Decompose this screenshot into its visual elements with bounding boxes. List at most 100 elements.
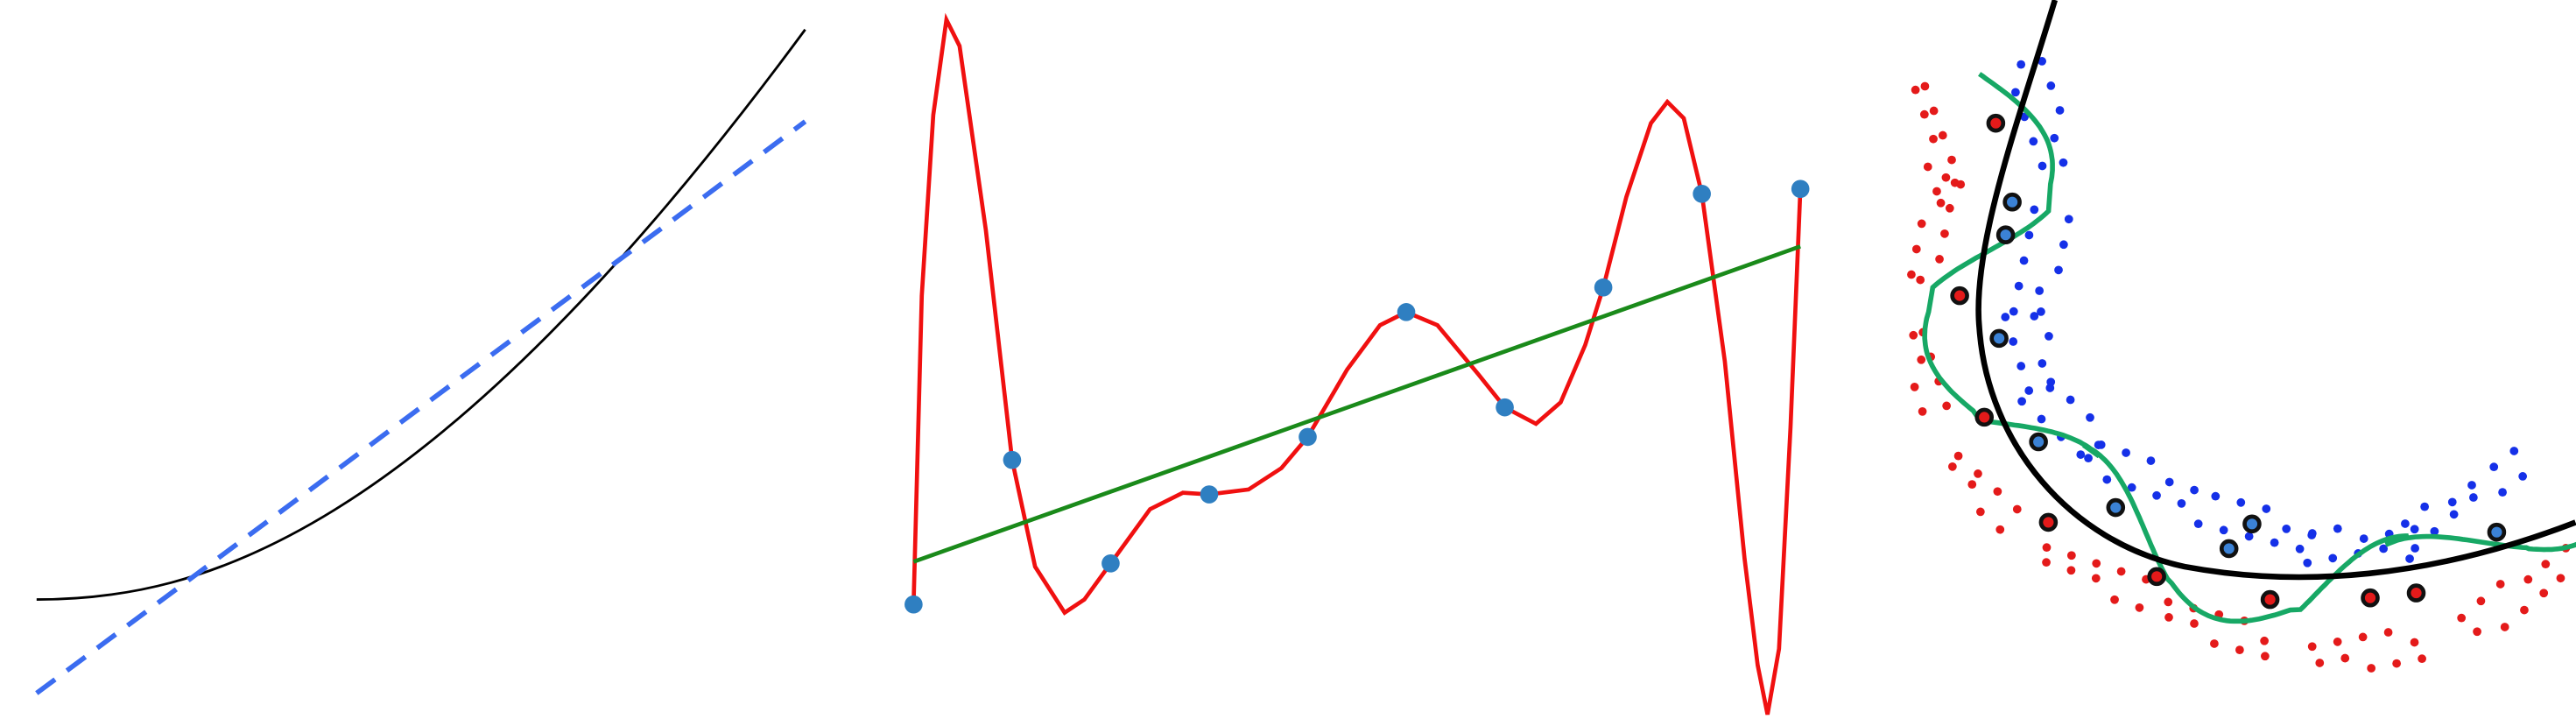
highlighted-point [2106, 497, 2126, 518]
dot [2164, 477, 2174, 487]
dot [2038, 57, 2047, 66]
dot [2024, 230, 2034, 240]
point [1200, 485, 1219, 504]
highlighted-points [1950, 113, 2507, 610]
dot [2030, 312, 2039, 321]
dot [2340, 653, 2350, 663]
dot [2556, 574, 2565, 583]
dot [2030, 205, 2039, 215]
dot [1940, 229, 1949, 238]
dot [2035, 286, 2045, 295]
dot [2495, 580, 2505, 589]
dot [2038, 359, 2047, 368]
dot [2383, 628, 2393, 637]
dot [2016, 60, 2026, 69]
dot [2270, 538, 2279, 547]
dot [2059, 240, 2068, 250]
dot [2076, 450, 2086, 459]
dot [2473, 627, 2481, 637]
dot [2038, 161, 2047, 171]
dot [2467, 481, 2476, 490]
dot [1945, 203, 1954, 213]
dot [2096, 440, 2106, 449]
highlighted-point [2242, 514, 2262, 534]
point [1791, 180, 1810, 199]
underfit-panel [35, 28, 807, 695]
dot [2064, 215, 2073, 224]
dot [2307, 529, 2317, 538]
dot [2498, 488, 2507, 497]
highlighted-point [1989, 328, 2009, 349]
dot [2303, 558, 2312, 567]
dot [1935, 255, 1944, 264]
dot [2244, 532, 2254, 541]
dot [2379, 544, 2389, 553]
dot [1947, 155, 1956, 165]
dot [2410, 525, 2419, 534]
dot [2307, 642, 2317, 652]
dot [2405, 554, 2414, 563]
dot [1919, 109, 1929, 119]
dot [2110, 595, 2119, 604]
dot [2009, 337, 2018, 346]
dot [2520, 605, 2529, 615]
dot [2177, 499, 2186, 508]
dot [2146, 456, 2156, 465]
dot [2315, 659, 2325, 667]
dot [2418, 654, 2426, 664]
dot [2001, 313, 2010, 321]
dot [2066, 566, 2076, 575]
linear-fit [912, 244, 1801, 564]
dot [2367, 664, 2376, 673]
dot [2054, 265, 2063, 275]
dot [1942, 401, 1952, 411]
dot [2152, 490, 2161, 500]
dot [2430, 526, 2439, 536]
smooth-boundary [1975, 0, 2576, 581]
dot [2046, 377, 2056, 387]
dot [2282, 525, 2291, 533]
highlighted-point [2219, 539, 2239, 559]
dot [2050, 133, 2059, 143]
dot [1967, 480, 1977, 490]
dot [2333, 637, 2342, 646]
dot [2037, 414, 2046, 424]
dot [1909, 330, 1918, 340]
dot [2084, 454, 2093, 463]
dot [2066, 551, 2076, 560]
dot [2411, 544, 2419, 553]
dot [2457, 613, 2467, 623]
dot [2489, 462, 2499, 472]
dot [1929, 106, 1939, 116]
dot [2210, 639, 2219, 648]
dot [2016, 362, 2026, 370]
point [1003, 450, 1022, 469]
dot [2260, 636, 2270, 645]
dot [2116, 567, 2126, 576]
dot [1950, 178, 1960, 187]
dot [1917, 219, 1926, 229]
dot [2193, 519, 2203, 529]
dot [2333, 524, 2342, 533]
dot [2066, 395, 2075, 405]
highlighted-point [2487, 522, 2507, 542]
dot [2211, 491, 2221, 501]
dot [1932, 187, 1941, 196]
point [1397, 303, 1416, 321]
overfit-curve [911, 12, 1803, 715]
highlighted-point [2260, 589, 2280, 610]
dot [1975, 507, 1985, 517]
highlighted-point [2361, 588, 2380, 608]
overfit-panel [904, 12, 1810, 715]
dot [2086, 412, 2094, 422]
linear-fit [35, 119, 807, 695]
dot [1929, 134, 1938, 144]
highlighted-point [2029, 432, 2048, 452]
dot [2262, 504, 2271, 513]
dot [1920, 81, 1930, 91]
dot [2037, 307, 2045, 316]
dot [1907, 270, 1916, 279]
dot [2046, 81, 2056, 90]
dot [2024, 386, 2034, 395]
